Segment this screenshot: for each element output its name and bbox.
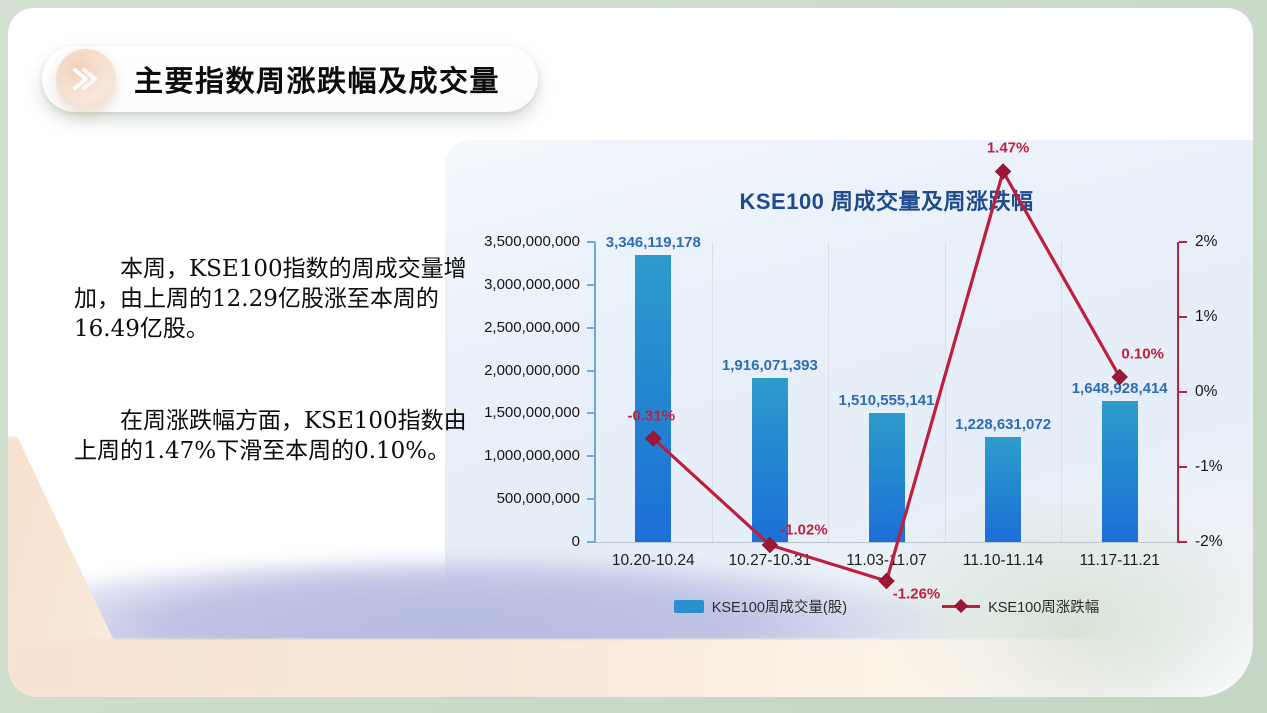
diamond-data-marker — [761, 536, 779, 554]
bar-series-swatch — [673, 600, 704, 613]
legend-item-change: KSE100周涨跌幅 — [942, 596, 1099, 617]
diamond-data-marker — [645, 430, 662, 447]
left-axis-tick — [587, 412, 595, 415]
x-axis-category-label: 11.17-11.21 — [1079, 552, 1160, 569]
left-axis-tick — [587, 241, 595, 243]
left-axis-line — [594, 242, 596, 543]
double-chevron-right-icon — [56, 49, 116, 109]
x-axis-category-label: 10.20-10.24 — [611, 552, 695, 569]
commentary-paragraph-change: 在周涨跌幅方面，KSE100指数由上周的1.47%下滑至本周的0.10%。 — [74, 408, 467, 464]
diamond-data-marker — [994, 163, 1012, 180]
volume-bar — [751, 377, 788, 542]
left-axis-tick-label: 3,000,000,000 — [484, 275, 580, 293]
line-value-label: -0.31% — [627, 407, 676, 424]
x-axis-category-label: 10.27-10.31 — [728, 552, 812, 569]
chart-legend: KSE100周成交量(股) KSE100周涨跌幅 — [595, 596, 1178, 617]
left-axis-tick — [587, 541, 595, 543]
line-value-label: -1.26% — [892, 585, 941, 603]
legend-label-volume: KSE100周成交量(股) — [711, 600, 848, 616]
category-gridline — [711, 242, 713, 542]
left-axis-tick — [587, 326, 595, 329]
volume-bar — [868, 412, 905, 542]
right-axis-tick — [1179, 466, 1187, 468]
legend-label-change: KSE100周涨跌幅 — [988, 600, 1100, 616]
line-value-label: -1.02% — [780, 521, 828, 539]
right-axis-tick — [1179, 316, 1187, 318]
category-gridline — [1061, 242, 1063, 542]
page-title: 主要指数周涨跌幅及成交量 — [134, 66, 501, 98]
volume-bar — [985, 436, 1022, 542]
bar-value-label: 1,916,071,393 — [721, 356, 818, 374]
left-axis-tick — [587, 455, 595, 458]
left-axis-tick — [587, 283, 595, 286]
left-axis-tick-label: 500,000,000 — [496, 490, 580, 508]
right-axis-tick-label: 0% — [1195, 383, 1218, 400]
category-gridline — [828, 242, 830, 542]
diamond-data-marker — [878, 572, 895, 590]
right-axis-tick-label: 2% — [1195, 233, 1218, 250]
bar-value-label: 3,346,119,178 — [605, 234, 701, 252]
weekly-change-trend-line — [645, 163, 1128, 590]
left-axis-tick-label: 1,000,000,000 — [484, 447, 580, 465]
diamond-marker-icon — [954, 598, 969, 614]
left-axis-tick-label: 1,500,000,000 — [484, 404, 580, 422]
left-axis-tick — [587, 369, 595, 372]
right-axis-tick-label: 1% — [1195, 308, 1218, 325]
category-gridline — [944, 242, 946, 542]
slide-title-bar: 主要指数周涨跌幅及成交量 — [42, 46, 539, 112]
line-value-label: 1.47% — [986, 139, 1030, 156]
bar-value-label: 1,648,928,414 — [1071, 379, 1168, 397]
volume-bar — [1101, 400, 1138, 542]
chart-title: KSE100 周成交量及周涨跌幅 — [739, 189, 1034, 214]
commentary-paragraph-volume: 本周，KSE100指数的周成交量增加，由上周的12.29亿股涨至本周的16.49… — [74, 256, 467, 342]
bar-value-label: 1,228,631,072 — [955, 415, 1052, 433]
commentary-text-block: 本周，KSE100指数的周成交量增加，由上周的12.29亿股涨至本周的16.49… — [74, 254, 484, 466]
right-axis-tick-label: -1% — [1195, 458, 1223, 475]
bar-value-label: 1,510,555,141 — [838, 391, 935, 409]
right-axis-tick — [1179, 391, 1187, 393]
peach-band-decoration — [8, 639, 1183, 697]
line-series-swatch — [942, 598, 981, 614]
volume-bar — [635, 255, 672, 542]
right-axis-line — [1177, 242, 1179, 543]
right-axis-tick — [1179, 241, 1187, 243]
left-axis-tick — [587, 498, 595, 501]
x-axis-category-label: 11.03-11.07 — [846, 552, 927, 569]
x-axis-category-label: 11.10-11.14 — [962, 552, 1044, 569]
left-axis-tick-label: 3,500,000,000 — [484, 233, 580, 250]
diamond-data-marker — [1111, 368, 1128, 386]
right-axis-tick-label: -2% — [1195, 533, 1223, 550]
left-axis-tick-label: 2,000,000,000 — [484, 361, 580, 379]
right-axis-tick — [1179, 541, 1187, 543]
left-axis-tick-label: 2,500,000,000 — [484, 318, 580, 336]
left-axis-tick-label: 0 — [571, 533, 580, 550]
line-value-label: 0.10% — [1121, 345, 1164, 363]
chart-plot-area: 3,346,119,178 10.20-10.24 1,916,071,393 10.… — [484, 139, 1223, 603]
x-axis-line — [593, 542, 1180, 543]
legend-item-volume: KSE100周成交量(股) — [673, 596, 848, 617]
slide-card: 主要指数周涨跌幅及成交量 本周，KSE100指数的周成交量增加，由上周的12.2… — [8, 8, 1253, 697]
